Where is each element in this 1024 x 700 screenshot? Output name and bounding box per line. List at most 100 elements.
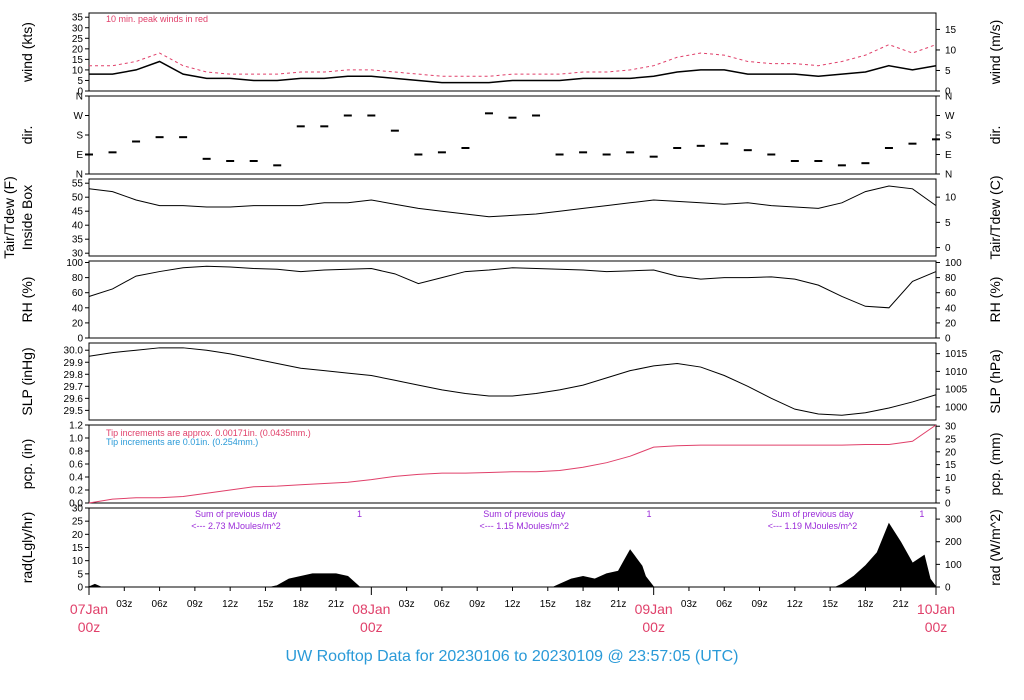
- dir-left-tick-label: E: [76, 150, 83, 161]
- temp-left-tick-label: 45: [72, 207, 84, 218]
- slp-left-tick-label: 29.7: [64, 382, 84, 393]
- temp-left-tick-label: 35: [72, 235, 84, 246]
- rad-ylabel-right: rad (W/m^2): [987, 509, 1003, 586]
- rh-right-tick-label: 0: [945, 334, 951, 345]
- pcp-left-tick-label: 0.4: [69, 473, 83, 484]
- rh-left-tick-label: 0: [77, 334, 83, 345]
- rh-right-tick-label: 80: [945, 273, 957, 284]
- x-tick-label: 21z: [893, 599, 909, 610]
- dir-left-tick-label: W: [74, 111, 84, 122]
- rad-left-tick-label: 20: [72, 530, 84, 541]
- slp-left-tick-label: 29.9: [64, 358, 84, 369]
- dir-left-tick-label: N: [76, 170, 83, 181]
- slp-ylabel-left: SLP (inHg): [19, 347, 35, 415]
- rh-ylabel-left: RH (%): [19, 277, 35, 323]
- dir-right-tick-label: S: [945, 131, 952, 142]
- pcp-right-tick-label: 20: [945, 447, 957, 458]
- temp-left-tick-label: 55: [72, 179, 84, 190]
- temp-panel-frame: [88, 178, 937, 257]
- rad-panel-frame: [88, 507, 937, 588]
- wind-ylabel-left: wind (kts): [19, 22, 35, 83]
- slp-left-tick-label: 29.5: [64, 406, 84, 417]
- rh-series: [88, 265, 937, 309]
- wind-right-tick-label: 5: [945, 66, 951, 77]
- wind-left-tick-label: 25: [72, 34, 84, 45]
- rh-left-tick-label: 80: [72, 273, 84, 284]
- date-tick-hour: 00z: [78, 619, 101, 635]
- slp-panel-frame: [88, 342, 937, 421]
- pcp-right-tick-label: 5: [945, 486, 951, 497]
- rad-sunset-mark: 1: [919, 509, 924, 519]
- dir-right-tick-label: W: [945, 111, 955, 122]
- wind-ylabel-right: wind (m/s): [987, 20, 1003, 86]
- rh-panel-frame: [88, 260, 937, 339]
- temp-left-tick-label: 50: [72, 193, 84, 204]
- date-tick-hour: 00z: [642, 619, 665, 635]
- wind-series-0: [89, 60, 937, 84]
- temp-ylabel-left2: Inside Box: [19, 185, 35, 250]
- x-tick-label: 06z: [434, 599, 450, 610]
- rad-left-tick-label: 30: [72, 504, 84, 515]
- rad-right-tick-label: 300: [945, 515, 962, 526]
- rad-daily-sum-value: <--- 1.19 MJoules/m^2: [768, 521, 858, 531]
- dir-right-tick-label: N: [945, 170, 952, 181]
- x-tick-label: 03z: [681, 599, 697, 610]
- dir-ylabel-left: dir.: [19, 126, 35, 145]
- x-tick-label: 21z: [610, 599, 626, 610]
- wind-left-tick-label: 5: [77, 76, 83, 87]
- pcp-ylabel-right: pcp. (mm): [987, 433, 1003, 496]
- x-tick-label: 12z: [222, 599, 238, 610]
- date-tick-hour: 00z: [360, 619, 383, 635]
- x-tick-label: 03z: [116, 599, 132, 610]
- rh-right-tick-label: 100: [945, 258, 962, 269]
- rad-left-tick-label: 10: [72, 556, 84, 567]
- dir-left-tick-label: N: [76, 92, 83, 103]
- rad-left-tick-label: 5: [77, 569, 83, 580]
- rad-ylabel-left: rad(Lgly/hr): [19, 512, 35, 584]
- date-tick-hour: 00z: [925, 619, 948, 635]
- rad-right-tick-label: 0: [945, 583, 951, 594]
- date-tick-label: 08Jan: [352, 601, 390, 617]
- rh-right-tick-label: 40: [945, 303, 957, 314]
- pcp-right-tick-label: 30: [945, 422, 957, 433]
- pcp-ylabel-left: pcp. (in): [19, 439, 35, 490]
- pcp-left-tick-label: 0.0: [69, 499, 83, 510]
- x-tick-label: 12z: [787, 599, 803, 610]
- dir-panel-frame: [88, 95, 937, 175]
- rad-sunset-mark: 1: [357, 509, 362, 519]
- rad-area: [88, 522, 937, 588]
- date-tick-label: 07Jan: [70, 601, 108, 617]
- pcp-left-tick-label: 1.0: [69, 434, 83, 445]
- pcp-left-tick-label: 0.2: [69, 486, 83, 497]
- x-tick-label: 15z: [540, 599, 556, 610]
- slp-ylabel-right: SLP (hPa): [987, 349, 1003, 413]
- rad-daily-sum-title: Sum of previous day: [771, 509, 854, 519]
- x-tick-label: 09z: [469, 599, 485, 610]
- temp-ylabel-left: Tair/Tdew (F): [1, 176, 17, 258]
- pcp-series: [88, 424, 937, 504]
- page-title: UW Rooftop Data for 20230106 to 20230109…: [285, 648, 739, 665]
- pcp-right-tick-label: 10: [945, 473, 957, 484]
- x-tick-label: 09z: [187, 599, 203, 610]
- x-tick-label: 15z: [822, 599, 838, 610]
- pcp-left-tick-label: 0.8: [69, 447, 83, 458]
- wind-left-tick-label: 15: [72, 55, 84, 66]
- rad-left-tick-label: 0: [77, 583, 83, 594]
- pcp-right-tick-label: 25: [945, 435, 957, 446]
- dir-right-tick-label: E: [945, 150, 952, 161]
- rh-left-tick-label: 60: [72, 288, 84, 299]
- rad-left-tick-label: 25: [72, 517, 84, 528]
- temp-ylabel-right: Tair/Tdew (C): [987, 175, 1003, 259]
- wind-left-tick-label: 0: [77, 87, 83, 98]
- rad-sunset-mark: 1: [646, 509, 651, 519]
- x-tick-label: 06z: [716, 599, 732, 610]
- dir-right-tick-label: N: [945, 92, 952, 103]
- rh-ylabel-right: RH (%): [987, 277, 1003, 323]
- pcp-left-tick-label: 1.2: [69, 421, 83, 432]
- slp-left-tick-label: 29.6: [64, 394, 84, 405]
- wind-left-tick-label: 30: [72, 23, 84, 34]
- temp-left-tick-label: 40: [72, 221, 84, 232]
- temp-right-tick-label: 5: [945, 218, 951, 229]
- rh-left-tick-label: 100: [66, 258, 83, 269]
